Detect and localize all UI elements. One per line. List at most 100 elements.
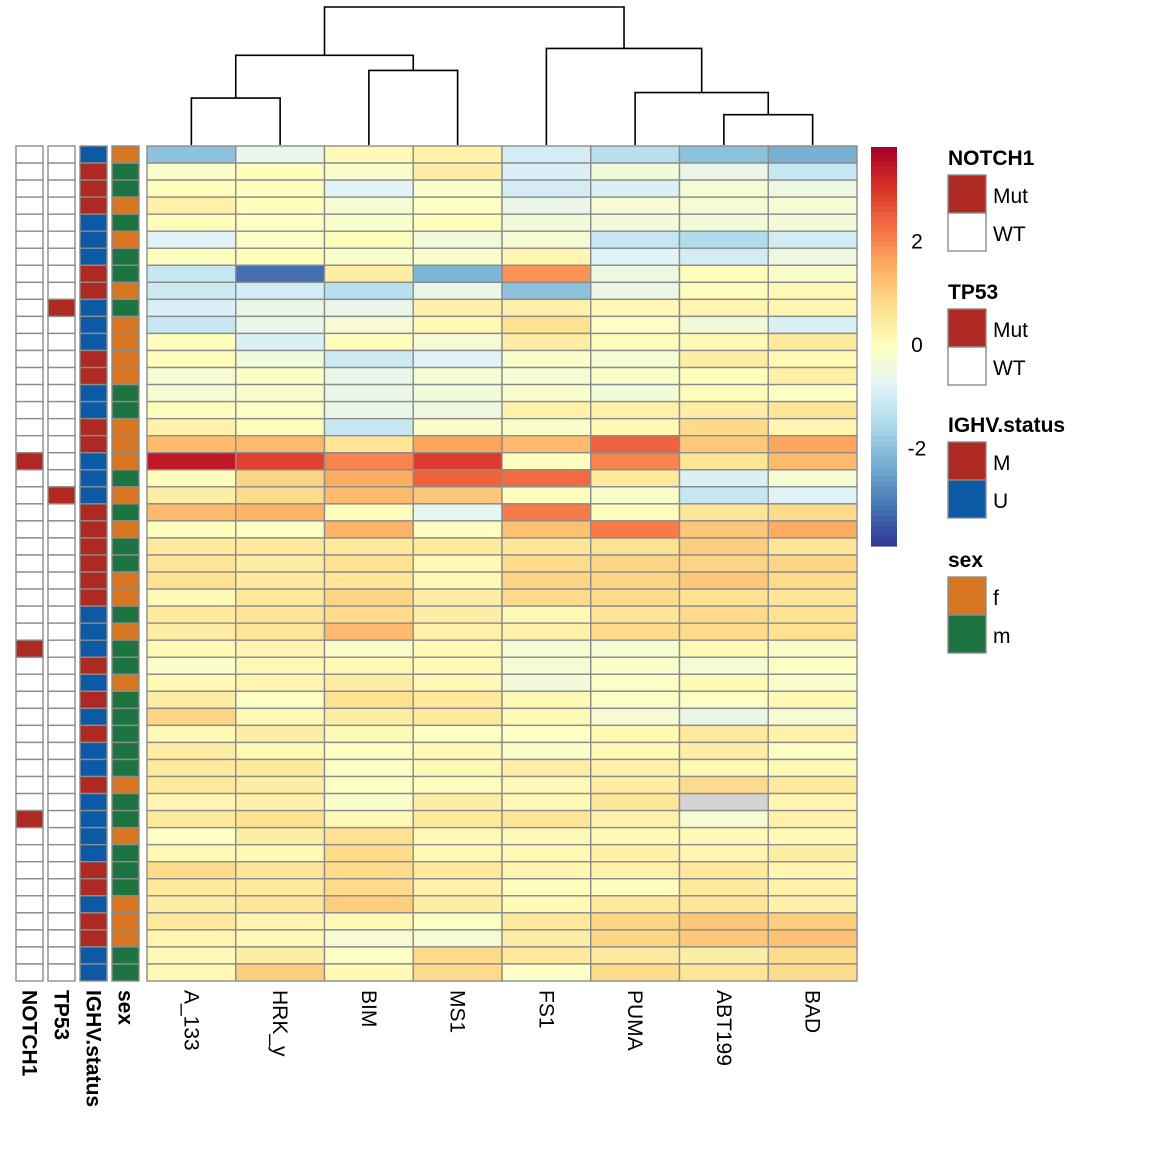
annotation-cell-tp53 <box>47 537 76 556</box>
heatmap-cell <box>501 264 592 284</box>
colorbar-segment <box>871 231 897 238</box>
heatmap-cell <box>412 366 503 386</box>
annotation-cell-sex <box>111 537 140 556</box>
heatmap-cell <box>590 520 681 539</box>
heatmap-cell <box>412 707 503 727</box>
heatmap-cell <box>501 162 592 181</box>
colorbar-segment <box>871 301 897 308</box>
heatmap-cell <box>146 264 237 284</box>
heatmap-cell <box>235 349 326 369</box>
heatmap-cell <box>412 929 503 948</box>
heatmap-cell <box>501 247 592 266</box>
colorbar-segment <box>871 391 897 397</box>
heatmap-cell <box>767 605 858 624</box>
annotation-cell-notch1 <box>15 417 44 437</box>
annotation-cell-sex <box>111 673 140 693</box>
colorbar-segment <box>871 511 897 517</box>
colorbar-segment <box>871 156 897 163</box>
heatmap-cell <box>412 145 503 164</box>
heatmap-cell <box>323 469 414 488</box>
annotation-cell-sex <box>111 775 140 795</box>
heatmap-cell <box>678 826 769 846</box>
annotation-cell-tp53 <box>47 775 76 795</box>
colorbar-segment <box>871 161 897 168</box>
heatmap-cell <box>678 503 769 522</box>
heatmap-cell <box>590 861 681 880</box>
heatmap-cell <box>501 145 592 164</box>
heatmap-cell <box>235 213 326 232</box>
annotation-cell-tp53 <box>47 588 76 607</box>
heatmap-cell <box>323 895 414 914</box>
annotation-cell-sex <box>111 878 140 897</box>
heatmap-cell <box>235 605 326 624</box>
heatmap-cell <box>323 298 414 318</box>
colorbar-segment <box>871 541 897 547</box>
heatmap-cell <box>412 878 503 897</box>
heatmap-cell <box>146 349 237 369</box>
annotation-cell-tp53 <box>47 707 76 727</box>
heatmap-cell <box>412 315 503 335</box>
annotation-cell-notch1 <box>15 826 44 846</box>
colorbar-segment <box>871 396 897 402</box>
heatmap-cell <box>323 452 414 471</box>
heatmap-cell <box>767 247 858 266</box>
heatmap-cell <box>323 673 414 693</box>
legend-item-label: U <box>993 490 1008 513</box>
heatmap-cell <box>235 520 326 539</box>
colorbar-segment <box>871 441 897 447</box>
heatmap-cell <box>767 145 858 164</box>
heatmap-cell <box>590 809 681 829</box>
heatmap-cell <box>146 707 237 727</box>
annotation-cell-ighv-status <box>79 247 108 266</box>
annotation-cell-tp53 <box>47 332 76 352</box>
colorbar-segment <box>871 296 897 303</box>
heatmap-cell <box>767 809 858 829</box>
annotation-cell-tp53 <box>47 554 76 573</box>
annotation-cell-sex <box>111 366 140 386</box>
colorbar-segment <box>871 481 897 487</box>
colorbar-segment <box>871 281 897 288</box>
heatmap-cell <box>767 469 858 488</box>
colorbar-segment <box>871 376 897 383</box>
heatmap-cell <box>146 281 237 301</box>
heatmap-cell <box>767 639 858 658</box>
annotation-cell-tp53 <box>47 434 76 454</box>
heatmap-cell <box>323 929 414 948</box>
dendrogram-branch <box>234 54 415 99</box>
heatmap-cell <box>501 639 592 658</box>
colorbar-segment <box>871 436 897 442</box>
annotation-cell-tp53 <box>47 963 76 982</box>
dendrogram-branch <box>723 113 814 145</box>
annotation-cell-notch1 <box>15 469 44 488</box>
heatmap-cell <box>323 486 414 505</box>
column-labels: A_133 HRK_y BIM MS1 FS1 PUMA ABT199 BAD <box>179 990 823 1066</box>
annotation-tracks <box>15 145 140 982</box>
annotation-cell-ighv-status <box>79 775 108 795</box>
colorbar-segment <box>871 341 897 348</box>
annotation-cell-ighv-status <box>79 213 108 232</box>
colorbar-segment <box>871 411 897 417</box>
annotation-cell-notch1 <box>15 929 44 948</box>
annotation-cell-notch1 <box>15 298 44 318</box>
colorbar-tick-label: 2 <box>911 230 923 253</box>
legend-item-label: m <box>993 625 1011 648</box>
heatmap-cell <box>501 281 592 301</box>
heatmap-cell <box>501 315 592 335</box>
heatmap-cell <box>501 792 592 812</box>
annotation-cell-sex <box>111 826 140 846</box>
annotation-cell-tp53 <box>47 878 76 897</box>
annotation-cell-ighv-status <box>79 946 108 965</box>
annotation-cell-sex <box>111 520 140 539</box>
heatmap-cell <box>323 707 414 727</box>
heatmap-cell <box>323 826 414 846</box>
heatmap-cell <box>146 758 237 778</box>
annotation-cell-tp53 <box>47 571 76 590</box>
heatmap-cell <box>323 196 414 215</box>
heatmap-cell <box>323 264 414 284</box>
annotation-cell-notch1 <box>15 486 44 505</box>
heatmap-cell <box>678 963 769 982</box>
annotation-cell-sex <box>111 332 140 352</box>
heatmap-cell <box>501 622 592 641</box>
heatmap-cell <box>323 434 414 454</box>
colorbar-segment <box>871 321 897 328</box>
